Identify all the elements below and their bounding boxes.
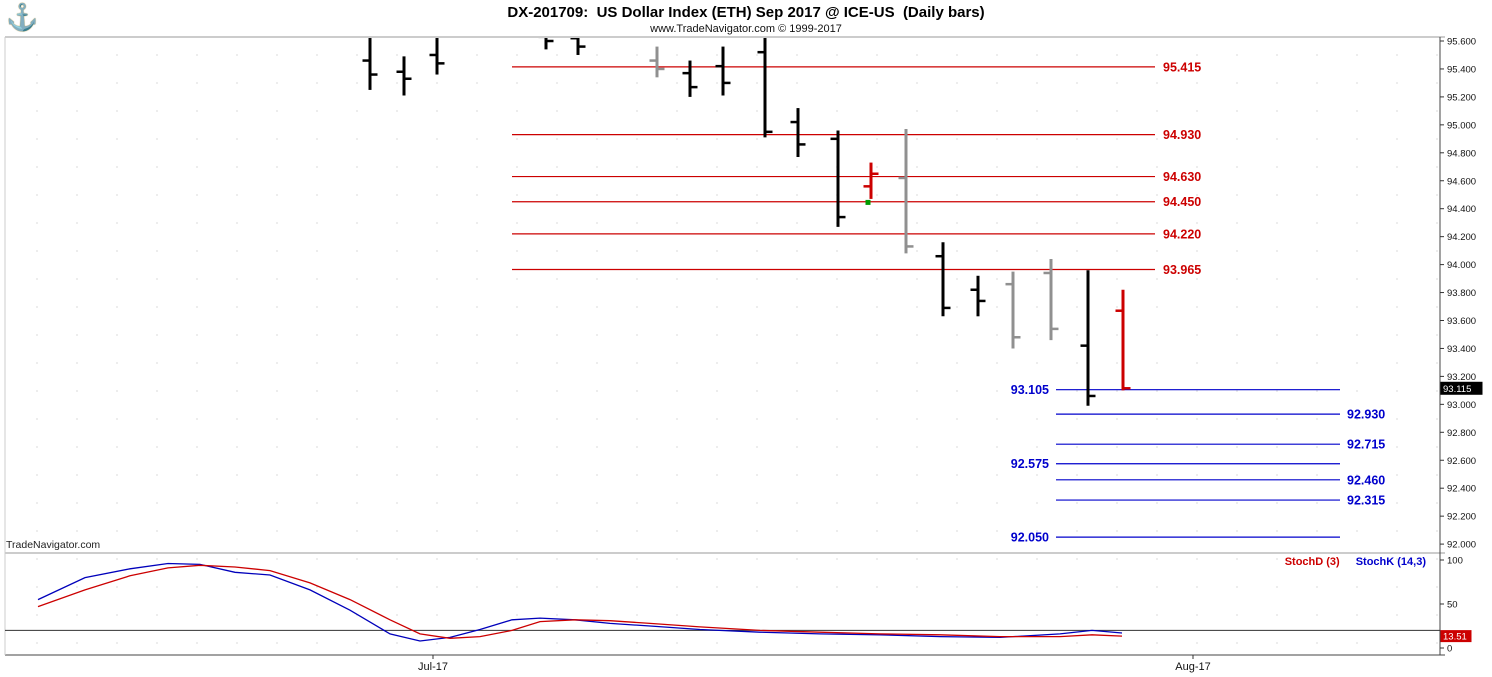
- support-label: 92.715: [1347, 438, 1385, 452]
- price-tick-label: 94.000: [1447, 260, 1476, 271]
- last-price-badge: [1440, 381, 1483, 395]
- support-label: 92.575: [1011, 457, 1049, 471]
- price-tick-label: 94.200: [1447, 232, 1476, 243]
- stochk-legend-label: StochK (14,3): [1355, 556, 1426, 568]
- stoch-tick-label: 0: [1447, 644, 1452, 655]
- price-tick-label: 94.600: [1447, 176, 1476, 187]
- stoch-value-badge: [1440, 630, 1472, 643]
- last-price-badge-label: 93.115: [1443, 384, 1471, 395]
- chart-grid-dots: [5, 37, 1440, 655]
- support-label: 92.050: [1011, 531, 1049, 545]
- price-bars-layer: [362, 38, 1131, 406]
- chart-subtitle: www.TradeNavigator.com © 1999-2017: [650, 23, 842, 35]
- stochk-line: [37, 562, 1123, 642]
- trade-navigator-logo-icon: ⚓: [6, 2, 39, 32]
- resistance-label: 94.450: [1163, 195, 1201, 209]
- price-tick-label: 93.200: [1447, 372, 1476, 383]
- support-label: 93.105: [1011, 383, 1049, 397]
- stoch-tick-label: 100: [1447, 556, 1463, 567]
- price-tick-label: 93.000: [1447, 400, 1476, 411]
- price-tick-label: 92.200: [1447, 512, 1476, 523]
- price-tick-label: 92.800: [1447, 428, 1476, 439]
- support-label: 92.315: [1347, 494, 1385, 508]
- signal-marker: [865, 199, 871, 205]
- price-tick-label: 93.400: [1447, 344, 1476, 355]
- resistance-label: 93.965: [1163, 263, 1201, 277]
- stoch-value-badge-label: 13.51: [1443, 632, 1467, 643]
- resistance-label: 95.415: [1163, 60, 1201, 74]
- watermark-label: TradeNavigator.com: [6, 539, 101, 551]
- time-axis-label: Aug-17: [1175, 661, 1210, 673]
- price-tick-label: 93.800: [1447, 288, 1476, 299]
- support-label: 92.930: [1347, 408, 1385, 422]
- stochd-line: [37, 564, 1123, 639]
- resistance-label: 94.630: [1163, 170, 1201, 184]
- chart-title: DX-201709: US Dollar Index (ETH) Sep 201…: [507, 4, 985, 21]
- support-label: 92.460: [1347, 473, 1385, 487]
- time-axis-label: Jul-17: [418, 661, 448, 673]
- price-tick-label: 94.400: [1447, 204, 1476, 215]
- stochd-legend-label: StochD (3): [1284, 556, 1340, 568]
- price-tick-label: 95.600: [1447, 37, 1476, 48]
- price-tick-label: 93.600: [1447, 316, 1476, 327]
- price-tick-label: 95.200: [1447, 92, 1476, 103]
- price-tick-label: 95.400: [1447, 64, 1476, 75]
- price-tick-label: 92.000: [1447, 540, 1476, 551]
- price-tick-label: 92.400: [1447, 484, 1476, 495]
- price-tick-label: 95.000: [1447, 120, 1476, 131]
- price-tick-label: 94.800: [1447, 148, 1476, 159]
- indicator-legend: StochD (3) StochK (14,3): [1285, 556, 1426, 568]
- price-tick-label: 92.600: [1447, 456, 1476, 467]
- resistance-label: 94.930: [1163, 128, 1201, 142]
- resistance-label: 94.220: [1163, 227, 1201, 241]
- stoch-tick-label: 50: [1447, 600, 1458, 611]
